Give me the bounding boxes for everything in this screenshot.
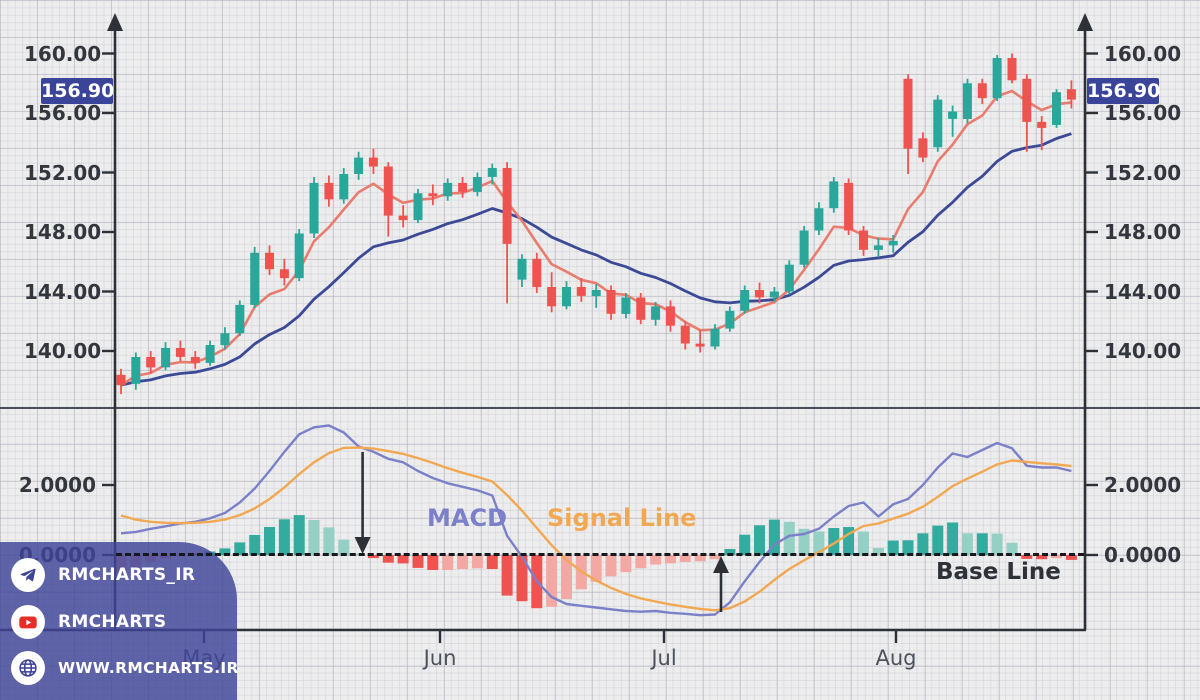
price-tick-label-right: 144.00 [1104, 279, 1182, 304]
macd-tick-label-left: 2.0000 [18, 473, 96, 497]
macd-histogram [115, 515, 1077, 609]
signal-line-label: Signal Line [547, 504, 697, 532]
month-label-aug: Aug [875, 646, 917, 670]
watermark-panel: RMCHARTS_IR RMCHARTS WWW.RM [0, 542, 239, 700]
telegram-icon [11, 558, 45, 592]
month-label-jul: Jul [651, 646, 677, 670]
price-tick-label-left: 152.00 [24, 160, 102, 185]
price-tick-label-right: 140.00 [1104, 339, 1182, 363]
price-tick-label-left: 156.00 [24, 101, 102, 125]
ma-fast-line [120, 89, 1072, 387]
price-tick-label-left: 144.00 [24, 279, 102, 304]
price-tick-label-left: 148.00 [24, 220, 102, 244]
watermark-youtube-label: RMCHARTS [58, 612, 167, 632]
price-tick-label-left: 140.00 [24, 339, 102, 363]
watermark-telegram-row: RMCHARTS_IR [11, 558, 195, 592]
watermark-youtube-row: RMCHARTS [11, 605, 166, 639]
price-tick-label-right: 152.00 [1104, 160, 1182, 185]
macd-zero-baseline [116, 553, 1084, 556]
price-tick-label-right: 156.00 [1104, 101, 1182, 125]
signal-line [120, 446, 1072, 612]
base-line-label: Base Line [936, 559, 1061, 585]
candlestick-series [116, 53, 1076, 395]
watermark-website-label: WWW.RMCHARTS.IR [58, 659, 239, 677]
macd-line-label: MACD [427, 504, 507, 532]
watermark-telegram-label: RMCHARTS_IR [58, 565, 196, 585]
last-price-badge-right: 156.90 [1087, 78, 1161, 104]
watermark-website-row: WWW.RMCHARTS.IR [11, 651, 239, 685]
macd-line [120, 424, 1072, 617]
month-label-jun: Jun [423, 646, 457, 670]
ma-slow-line [120, 132, 1072, 387]
crossover-arrows [354, 452, 729, 612]
globe-icon [11, 651, 45, 685]
macd-tick-label-right: 0.0000 [1104, 543, 1182, 567]
macd-tick-label-right: 2.0000 [1104, 473, 1182, 497]
price-tick-label-left: 160.00 [24, 41, 102, 66]
axes [0, 13, 1200, 632]
last-price-badge-left: 156.90 [41, 78, 115, 104]
price-tick-label-right: 160.00 [1104, 41, 1182, 66]
youtube-icon [11, 605, 45, 639]
price-tick-label-right: 148.00 [1104, 220, 1182, 244]
